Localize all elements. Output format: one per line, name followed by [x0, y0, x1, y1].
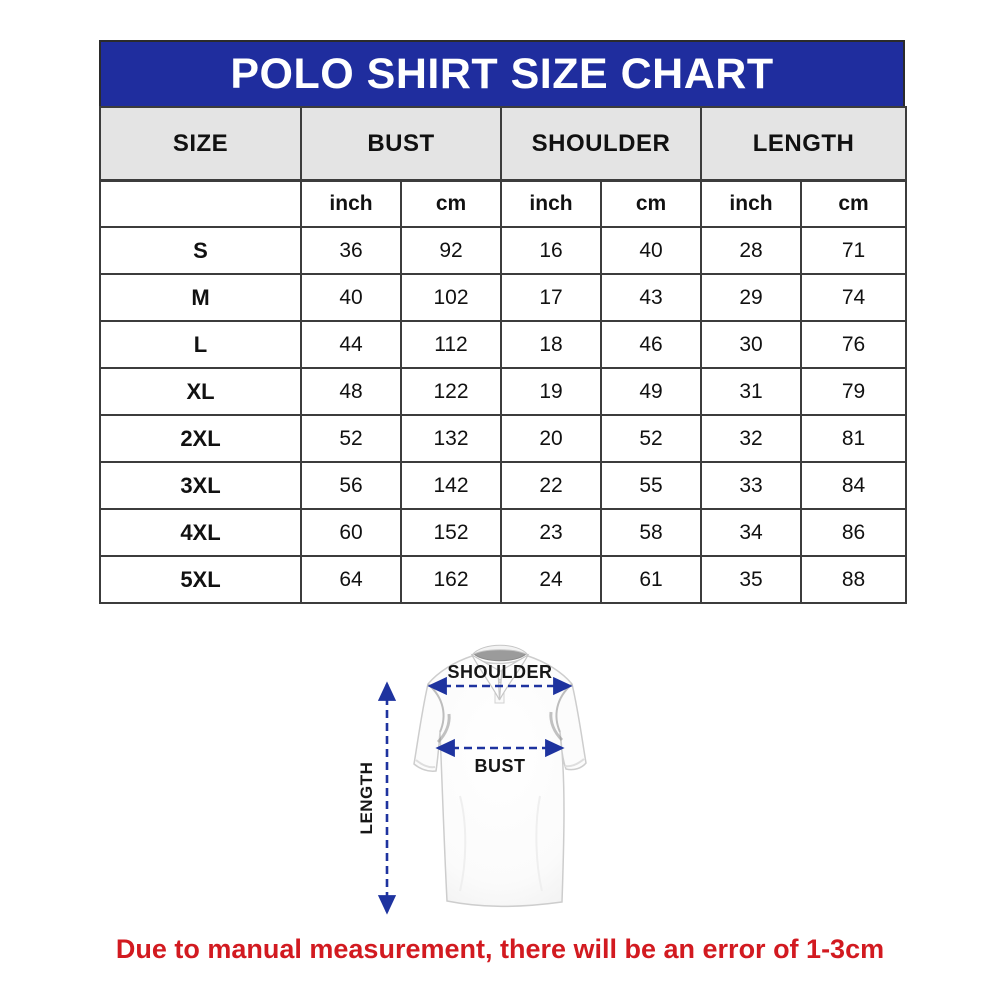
- size-cell: XL: [99, 367, 302, 416]
- value-cell: 33: [700, 461, 803, 510]
- value-cell: 40: [599, 226, 703, 275]
- value-cell: 23: [500, 508, 602, 557]
- value-cell: 88: [800, 555, 908, 604]
- value-cell: 102: [400, 273, 502, 322]
- value-cell: 60: [300, 508, 402, 557]
- value-cell: 48: [300, 367, 402, 416]
- value-cell: 52: [599, 414, 703, 463]
- unit-header: cm: [599, 179, 703, 228]
- unit-header: inch: [700, 179, 803, 228]
- table-row: 3XL 56 142 22 55 33 84: [99, 461, 908, 510]
- value-cell: 61: [599, 555, 703, 604]
- unit-header: inch: [300, 179, 402, 228]
- value-cell: 34: [700, 508, 803, 557]
- size-cell: M: [99, 273, 302, 322]
- polo-shirt-measurement-figure: SHOULDER BUST LENGTH: [357, 644, 587, 915]
- value-cell: 81: [800, 414, 908, 463]
- unit-header-empty: [99, 179, 302, 228]
- size-cell: S: [99, 226, 302, 275]
- size-cell: L: [99, 320, 302, 369]
- value-cell: 16: [500, 226, 602, 275]
- bust-label: BUST: [475, 756, 526, 776]
- value-cell: 162: [400, 555, 502, 604]
- value-cell: 122: [400, 367, 502, 416]
- value-cell: 22: [500, 461, 602, 510]
- table-row: S 36 92 16 40 28 71: [99, 226, 908, 275]
- value-cell: 32: [700, 414, 803, 463]
- col-header-length: LENGTH: [700, 106, 908, 182]
- shoulder-label: SHOULDER: [447, 662, 552, 682]
- value-cell: 86: [800, 508, 908, 557]
- unit-header: cm: [400, 179, 502, 228]
- value-cell: 84: [800, 461, 908, 510]
- table-row: M 40 102 17 43 29 74: [99, 273, 908, 322]
- value-cell: 56: [300, 461, 402, 510]
- polo-shirt-graphic: [413, 644, 587, 908]
- value-cell: 43: [599, 273, 703, 322]
- table-row: XL 48 122 19 49 31 79: [99, 367, 908, 416]
- unit-header-row: inch cm inch cm inch cm: [99, 179, 908, 228]
- value-cell: 44: [300, 320, 402, 369]
- value-cell: 71: [800, 226, 908, 275]
- value-cell: 74: [800, 273, 908, 322]
- value-cell: 142: [400, 461, 502, 510]
- value-cell: 52: [300, 414, 402, 463]
- table-row: L 44 112 18 46 30 76: [99, 320, 908, 369]
- value-cell: 19: [500, 367, 602, 416]
- size-table: SIZE BUST SHOULDER LENGTH inch cm inch c…: [99, 106, 908, 604]
- unit-header: cm: [800, 179, 908, 228]
- value-cell: 64: [300, 555, 402, 604]
- value-cell: 55: [599, 461, 703, 510]
- table-row: 5XL 64 162 24 61 35 88: [99, 555, 908, 604]
- value-cell: 152: [400, 508, 502, 557]
- col-header-size: SIZE: [99, 106, 302, 182]
- length-label: LENGTH: [357, 762, 376, 835]
- size-cell: 2XL: [99, 414, 302, 463]
- table-row: 4XL 60 152 23 58 34 86: [99, 508, 908, 557]
- value-cell: 29: [700, 273, 803, 322]
- page-title: POLO SHIRT SIZE CHART: [99, 40, 905, 106]
- value-cell: 79: [800, 367, 908, 416]
- value-cell: 24: [500, 555, 602, 604]
- value-cell: 35: [700, 555, 803, 604]
- size-cell: 5XL: [99, 555, 302, 604]
- col-header-shoulder: SHOULDER: [499, 106, 703, 182]
- value-cell: 31: [700, 367, 803, 416]
- value-cell: 17: [500, 273, 602, 322]
- size-cell: 3XL: [99, 461, 302, 510]
- value-cell: 40: [300, 273, 402, 322]
- size-cell: 4XL: [99, 508, 302, 557]
- value-cell: 36: [300, 226, 402, 275]
- table-row: 2XL 52 132 20 52 32 81: [99, 414, 908, 463]
- value-cell: 49: [599, 367, 703, 416]
- value-cell: 20: [500, 414, 602, 463]
- measurement-arrows: [377, 676, 573, 915]
- value-cell: 30: [700, 320, 803, 369]
- value-cell: 18: [500, 320, 602, 369]
- value-cell: 76: [800, 320, 908, 369]
- value-cell: 132: [400, 414, 502, 463]
- value-cell: 112: [400, 320, 502, 369]
- value-cell: 58: [599, 508, 703, 557]
- column-header-row: SIZE BUST SHOULDER LENGTH: [99, 106, 908, 182]
- unit-header: inch: [500, 179, 602, 228]
- col-header-bust: BUST: [300, 106, 502, 182]
- value-cell: 46: [599, 320, 703, 369]
- measurement-note: Due to manual measurement, there will be…: [115, 934, 885, 964]
- size-chart: POLO SHIRT SIZE CHART SIZE BUST SHOULDER…: [99, 40, 908, 604]
- value-cell: 92: [400, 226, 502, 275]
- value-cell: 28: [700, 226, 803, 275]
